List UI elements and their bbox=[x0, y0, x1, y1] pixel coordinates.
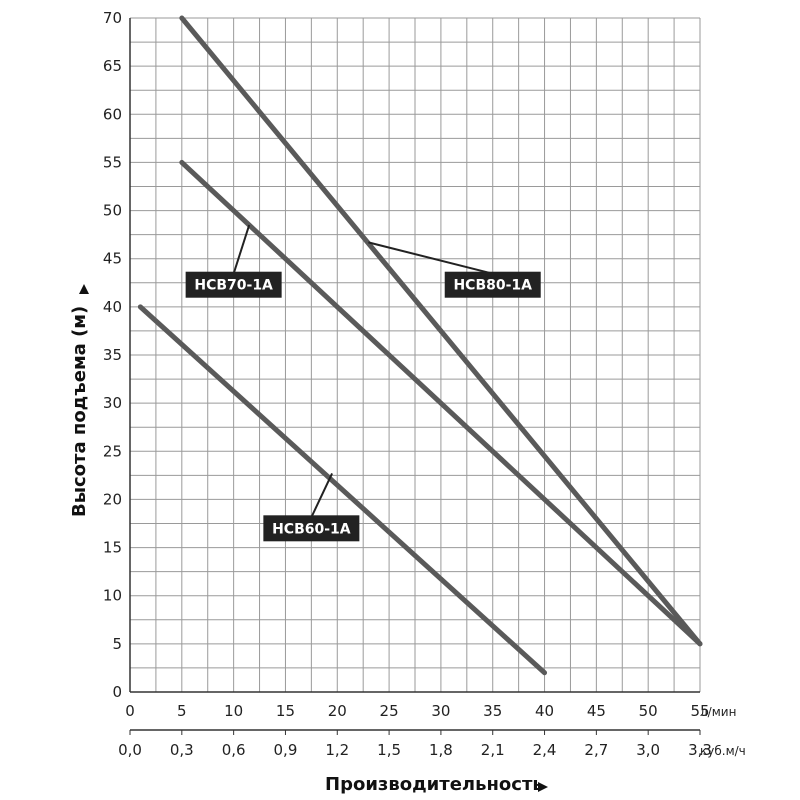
series-line-0 bbox=[179, 15, 703, 647]
y-tick-label: 45 bbox=[103, 250, 122, 268]
y-tick-label: 55 bbox=[103, 153, 122, 171]
x-tick-label: 20 bbox=[328, 702, 347, 720]
y-tick-label: 20 bbox=[103, 490, 122, 508]
series-line-1 bbox=[179, 159, 703, 647]
x2-tick-label: 2,7 bbox=[584, 741, 608, 759]
x-tick-label: 40 bbox=[535, 702, 554, 720]
y-tick-label: 70 bbox=[103, 9, 122, 27]
x2-tick-label: 1,8 bbox=[429, 741, 453, 759]
callouts: HCB80-1A HCB70-1A HCB60-1A bbox=[185, 224, 541, 542]
x2-tick-label: 0,9 bbox=[274, 741, 298, 759]
x-tick-label: 55 bbox=[690, 702, 709, 720]
y-tick-label: 30 bbox=[103, 394, 122, 412]
x-tick-label: 15 bbox=[276, 702, 295, 720]
y-tick-label: 60 bbox=[103, 105, 122, 123]
x2-tick-label: 2,4 bbox=[533, 741, 557, 759]
tick-labels: 0 5 10 15 20 25 30 35 40 45 50 55 60 65 70 0 5 10 15 20 25 30… bbox=[103, 9, 712, 759]
grid bbox=[129, 17, 701, 693]
x2-tick-label: 0,3 bbox=[170, 741, 194, 759]
x2-tick-label: 3,3 bbox=[688, 741, 712, 759]
x-tick-label: 35 bbox=[483, 702, 502, 720]
callout-box-0 bbox=[444, 271, 541, 298]
x-tick-label: 50 bbox=[639, 702, 658, 720]
y-tick-label: 0 bbox=[112, 683, 122, 701]
x-tick-label: 25 bbox=[380, 702, 399, 720]
x-axis-title-group: Производительность bbox=[325, 774, 548, 795]
x2-tick-label: 0,0 bbox=[118, 741, 142, 759]
x2-tick-label: 1,5 bbox=[377, 741, 401, 759]
series-line-2 bbox=[137, 304, 548, 676]
y-axis-arrow-icon bbox=[79, 284, 89, 294]
series-lines bbox=[137, 15, 703, 676]
callout-leader-2 bbox=[310, 473, 333, 518]
callout-box-1 bbox=[185, 271, 282, 298]
x2-tick-label: 2,1 bbox=[481, 741, 505, 759]
callout-label-1: HCB70-1A bbox=[194, 278, 273, 294]
x-tick-label: 0 bbox=[125, 702, 135, 720]
callout-leader-1 bbox=[232, 224, 251, 275]
x2-unit-label: куб.м/ч bbox=[700, 744, 746, 758]
y-axis-title-group: Высота подъема (м) bbox=[69, 284, 90, 517]
y-tick-label: 10 bbox=[103, 587, 122, 605]
x2-tick-label: 3,0 bbox=[636, 741, 660, 759]
y-tick-label: 40 bbox=[103, 298, 122, 316]
x-tick-label: 30 bbox=[431, 702, 450, 720]
callout-leader-0 bbox=[368, 241, 493, 275]
x-tick-label: 5 bbox=[177, 702, 187, 720]
y-tick-label: 25 bbox=[103, 442, 122, 460]
y-tick-label: 5 bbox=[112, 635, 122, 653]
x-axis-arrow-icon bbox=[538, 782, 548, 792]
axes bbox=[129, 18, 701, 735]
x-tick-label: 10 bbox=[224, 702, 243, 720]
x2-tick-label: 1,2 bbox=[325, 741, 349, 759]
callout-box-2 bbox=[263, 515, 360, 542]
x-unit-label: л/мин bbox=[700, 705, 736, 719]
y-tick-label: 65 bbox=[103, 57, 122, 75]
x-axis-title: Производительность bbox=[325, 774, 544, 795]
x-tick-label: 45 bbox=[587, 702, 606, 720]
y-axis-title: Высота подъема (м) bbox=[69, 306, 90, 517]
callout-label-2: HCB60-1A bbox=[272, 521, 351, 537]
x2-tick-label: 0,6 bbox=[222, 741, 246, 759]
y-tick-label: 35 bbox=[103, 346, 122, 364]
y-tick-label: 15 bbox=[103, 539, 122, 557]
callout-label-0: HCB80-1A bbox=[453, 278, 532, 294]
y-tick-label: 50 bbox=[103, 202, 122, 220]
